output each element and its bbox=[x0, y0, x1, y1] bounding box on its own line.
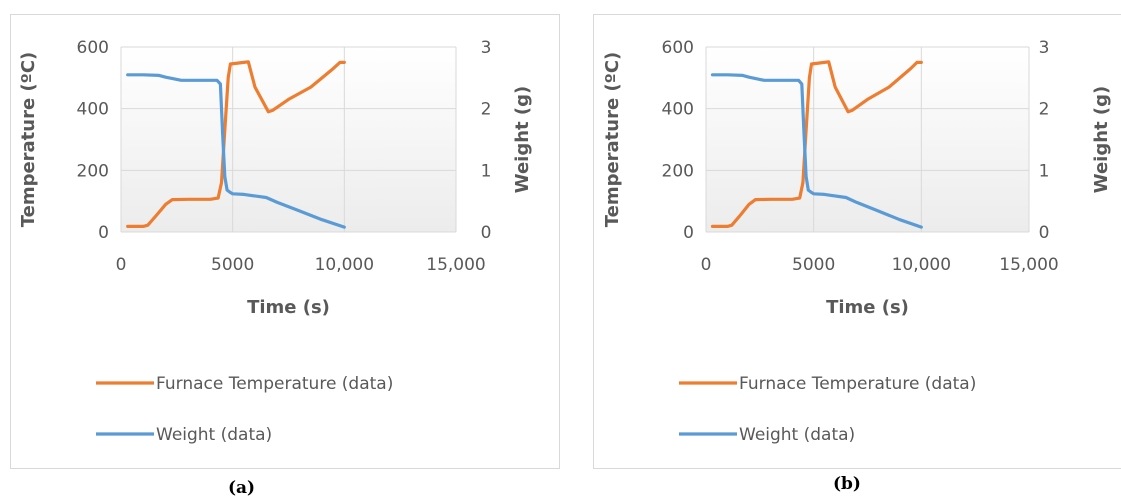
y-axis-title: Temperature (ºC) bbox=[602, 52, 623, 228]
x-tick-label: 0 bbox=[701, 255, 712, 275]
y2-axis-title: Weight (g) bbox=[512, 86, 533, 194]
legend-label: Weight (data) bbox=[156, 425, 272, 445]
x-axis-title: Time (s) bbox=[826, 297, 909, 318]
legend-label: Furnace Temperature (data) bbox=[156, 374, 393, 394]
chart-panel-a: 0 200 400 600 0 1 2 3 0 5000 10,000 15,000 Time (s) T… bbox=[10, 14, 560, 469]
y-tick-label: 400 bbox=[662, 100, 694, 120]
y2-tick-label: 3 bbox=[481, 38, 492, 58]
chart-a: 0 200 400 600 0 1 2 3 0 5000 10,000 15,000 Time (s) T… bbox=[18, 38, 533, 445]
y-tick-label: 200 bbox=[662, 161, 694, 181]
y2-tick-label: 1 bbox=[481, 161, 492, 181]
x-tick-label: 15,000 bbox=[426, 255, 485, 275]
y-axis-title: Temperature (ºC) bbox=[18, 52, 39, 228]
y-tick-label: 400 bbox=[77, 100, 109, 120]
y2-tick-label: 3 bbox=[1039, 38, 1050, 58]
chart-panel-b: 0 200 400 600 0 1 2 3 0 5000 10,000 15,000 Time (s) T… bbox=[593, 14, 1121, 469]
x-axis-title: Time (s) bbox=[247, 297, 330, 318]
chart-b: 0 200 400 600 0 1 2 3 0 5000 10,000 15,000 Time (s) T… bbox=[602, 38, 1112, 445]
y2-tick-label: 2 bbox=[1039, 100, 1050, 120]
x-tick-label: 10,000 bbox=[892, 255, 951, 275]
y2-tick-label: 0 bbox=[1039, 223, 1050, 243]
y-tick-label: 600 bbox=[662, 38, 694, 58]
plot-area bbox=[121, 47, 456, 232]
temperature-series-line bbox=[710, 60, 923, 228]
x-tick-label: 15,000 bbox=[999, 255, 1058, 275]
y-tick-label: 0 bbox=[683, 223, 694, 243]
y-tick-label: 600 bbox=[77, 38, 109, 58]
y2-tick-label: 0 bbox=[481, 223, 492, 243]
x-tick-label: 5000 bbox=[211, 255, 254, 275]
y-tick-label: 0 bbox=[98, 223, 109, 243]
plot-area bbox=[706, 47, 1029, 232]
legend-label: Furnace Temperature (data) bbox=[739, 374, 976, 394]
x-tick-label: 10,000 bbox=[315, 255, 374, 275]
weight-series-line bbox=[710, 73, 923, 229]
temperature-series-line bbox=[126, 60, 346, 228]
y-tick-label: 200 bbox=[77, 161, 109, 181]
y2-axis-title: Weight (g) bbox=[1091, 86, 1112, 194]
caption-a: (a) bbox=[228, 478, 256, 498]
weight-series-line bbox=[126, 73, 346, 229]
x-tick-label: 0 bbox=[116, 255, 127, 275]
y2-tick-label: 2 bbox=[481, 100, 492, 120]
caption-b: (b) bbox=[833, 474, 861, 494]
x-tick-label: 5000 bbox=[792, 255, 835, 275]
legend-label: Weight (data) bbox=[739, 425, 855, 445]
y2-tick-label: 1 bbox=[1039, 161, 1050, 181]
